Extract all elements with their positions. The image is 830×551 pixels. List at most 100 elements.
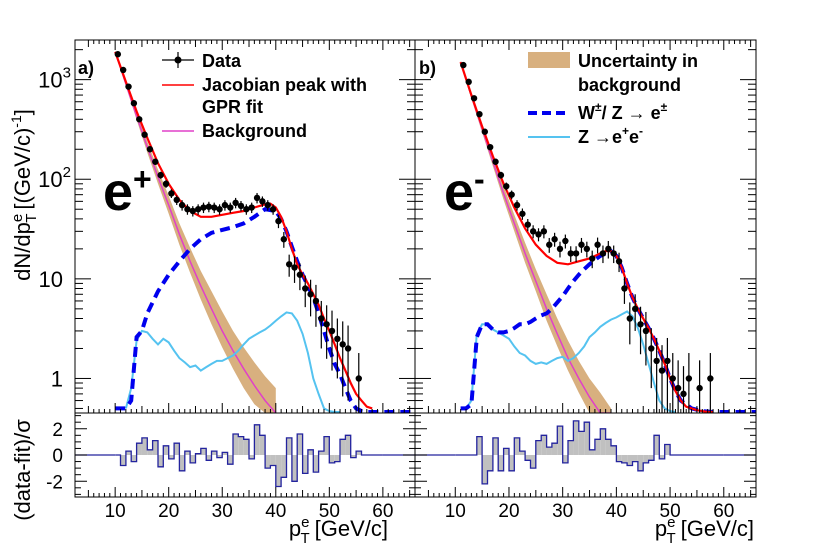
data-point [470,95,478,102]
residual-y-axis-title: (data-fit)/σ [10,419,35,521]
legend-fit-label-1: Jacobian peak with [202,75,367,95]
residual-bar [487,455,493,471]
data-point [583,245,591,253]
data-point [669,375,676,382]
data-point [119,66,127,74]
residual-bar [222,452,228,455]
residual-step-line [455,420,724,485]
residual-bar [254,424,260,455]
residual-bar [190,455,196,463]
data-point [146,146,154,153]
residual-bar [157,455,164,467]
residual-bar [184,451,191,455]
data-point [503,183,510,190]
residual-bar [163,445,169,455]
residual-tick-labels: 2 0 -2 [46,420,63,494]
data-point [524,221,531,228]
data-point [227,204,234,211]
residual-bar [318,451,324,455]
data-point [556,245,564,253]
y-axis-title: dN/dpeT[(GeV/c)-1] [8,109,40,281]
residual-bar [265,455,271,469]
data-point [200,204,207,211]
residual-bar [340,439,346,455]
data-point [562,237,569,245]
data-point [189,207,196,215]
y-tick-label: 102 [38,164,71,192]
residual-bar [578,431,585,455]
residual-bar [259,435,266,455]
residual-bar [546,447,552,455]
residual-bar [211,451,217,455]
x-tick-label: 60 [372,501,393,522]
residual-bar [206,455,212,461]
residual-bar [334,455,341,462]
residual-bar [621,455,628,463]
residual-bar [323,436,330,455]
data-point [486,143,494,151]
residual-bar [174,443,180,455]
residual-bar [584,422,590,455]
y-tick-exponent: 2 [63,164,71,181]
data-point [551,236,558,243]
residual-bar [232,434,239,455]
residual-bar [243,439,250,455]
x-tick-label: 40 [265,501,286,522]
data-point [355,375,362,382]
residual-bar [307,449,314,455]
data-point [302,285,309,292]
data-point [658,367,666,374]
charge-label-a: e+ [103,161,152,222]
residual-bar [589,449,595,455]
residual-bar [482,455,488,484]
data-point [519,210,526,217]
residual-bar [131,455,137,462]
residual-bar [168,455,175,459]
data-point [269,206,277,213]
residual-bar [594,439,601,455]
data-point [248,204,255,211]
data-point [578,241,585,248]
residual-tick-label: -2 [46,472,63,493]
residual-bar [141,437,148,455]
residual-bar [286,437,292,455]
legend-a: Data Jacobian peak with GPR fit Backgrou… [162,51,367,141]
data-point [685,375,693,382]
residual-bar [535,440,542,455]
residual-bar [313,455,319,473]
legend-uncertainty-swatch [528,52,570,68]
data-point [125,83,132,90]
data-point [589,255,596,262]
y-tick-label: 103 [38,65,71,93]
residual-bar [476,436,483,455]
data-point [626,315,634,322]
data-point [492,158,499,165]
residual-bar [659,455,665,459]
background-line [459,61,611,413]
data-point [334,335,341,343]
panel-label-a: a) [78,58,94,78]
data-point [481,128,489,135]
data-point [696,384,703,392]
residual-bar [238,436,244,455]
data-point [497,171,505,179]
data-point [243,206,250,213]
residual-bar [557,426,563,455]
data-point [312,297,320,305]
plot-area [114,50,415,413]
data-point [136,116,143,123]
residual-bar [664,444,671,455]
residual-tick-label: 0 [52,446,63,467]
residual-bar [519,451,526,455]
panel-b [414,39,757,498]
data-point [653,357,660,365]
data-point [674,384,682,392]
data-point [465,78,472,86]
data-point [460,61,467,69]
residual-bar [568,440,574,455]
background-line [114,51,277,413]
residual-bar [492,437,499,455]
residual-bar [508,455,515,471]
x-tick-label: 30 [212,501,233,522]
x-tick-label: 30 [552,501,573,522]
